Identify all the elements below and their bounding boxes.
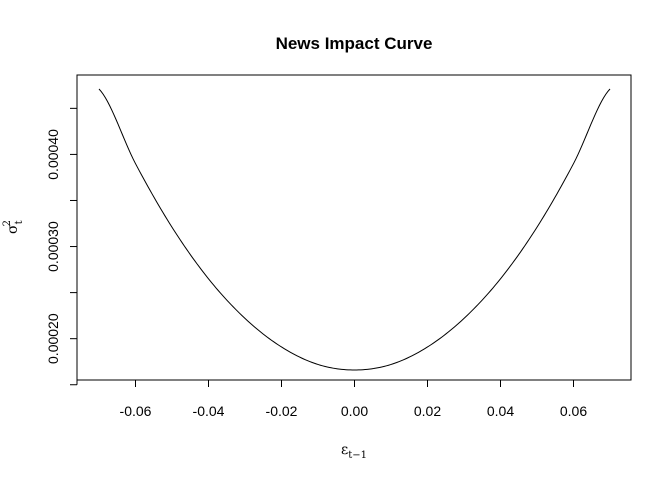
y-axis-label-symbol: σ — [5, 224, 21, 234]
x-axis-label-subscript: t−1 — [348, 450, 367, 461]
y-tick-label: 0.00030 — [45, 221, 61, 272]
x-tick-label: 0.04 — [487, 403, 514, 419]
x-tick-label: -0.02 — [266, 403, 298, 419]
x-tick-label: 0.00 — [341, 403, 368, 419]
x-tick-label: 0.06 — [560, 403, 587, 419]
y-tick-label: 0.00020 — [45, 313, 61, 364]
chart-title: News Impact Curve — [276, 34, 433, 53]
series-line — [98, 88, 611, 371]
plot-frame — [76, 74, 632, 381]
y-axis-label-subscript: t — [14, 220, 25, 224]
x-axis-label-symbol: ε — [341, 442, 348, 458]
x-tick-label: -0.04 — [193, 403, 225, 419]
x-tick-label: -0.06 — [120, 403, 152, 419]
y-axis: 0.00020 0.00030 0.00040 — [45, 107, 78, 386]
x-axis-label: εt−1 — [341, 442, 367, 461]
y-tick-label: 0.00040 — [45, 129, 61, 180]
x-axis: -0.06 -0.04 -0.02 0.00 0.02 0.04 0.06 — [120, 379, 587, 419]
x-tick-label: 0.02 — [414, 403, 441, 419]
y-axis-label: σt2 — [2, 220, 25, 234]
y-axis-label-superscript: 2 — [2, 220, 13, 226]
